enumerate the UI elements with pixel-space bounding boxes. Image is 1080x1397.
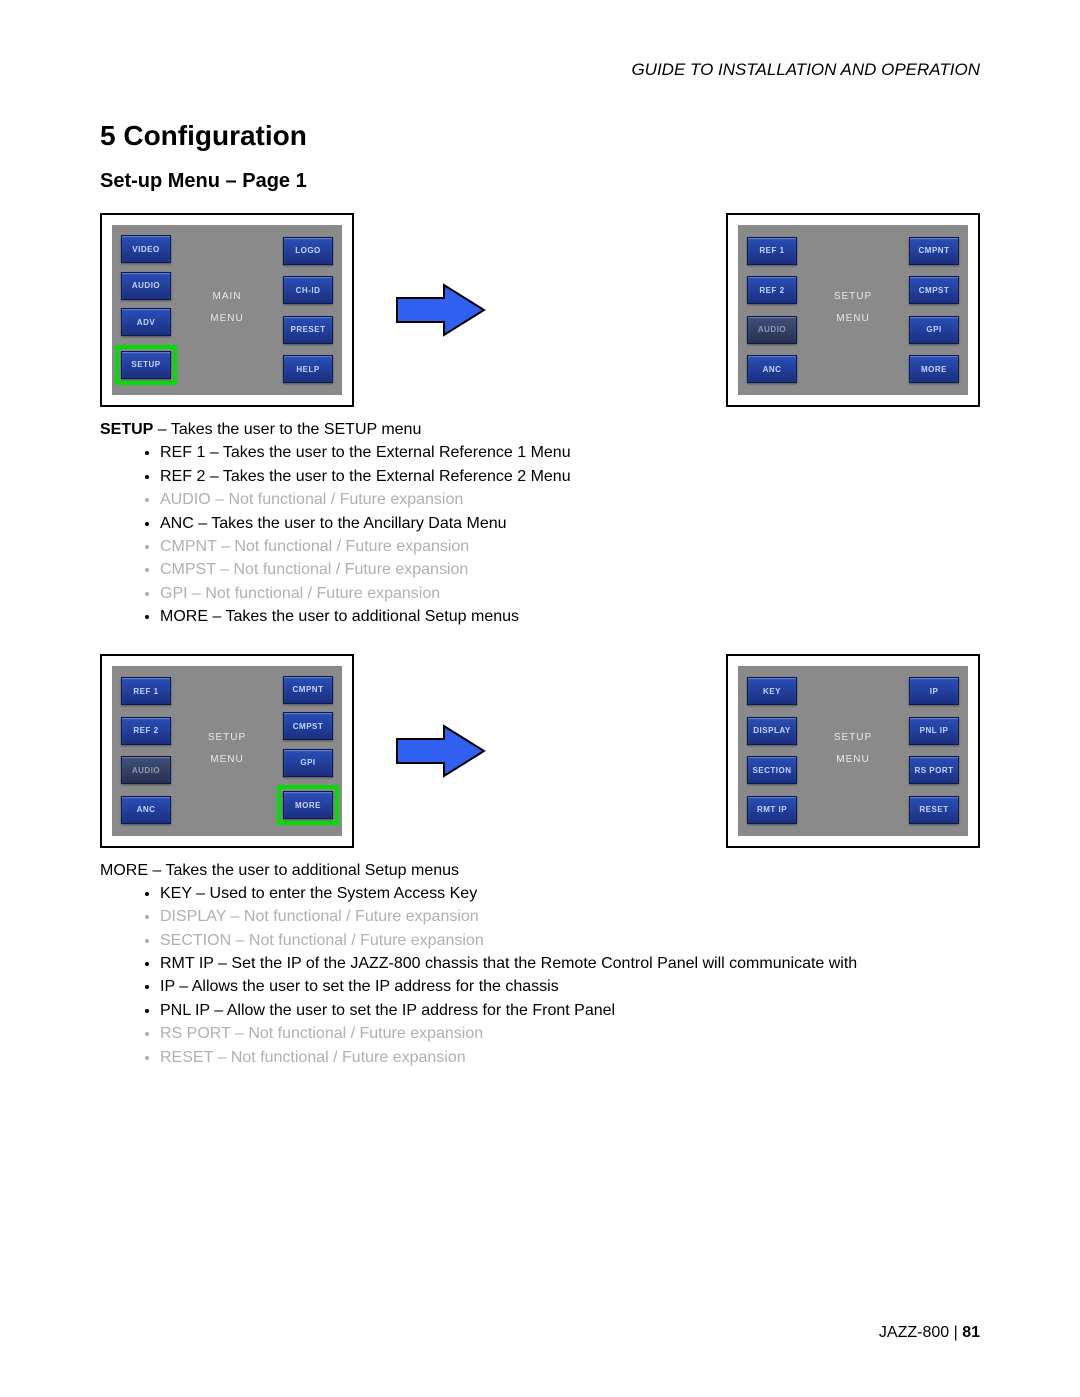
- preset-button[interactable]: PRESET: [283, 316, 333, 344]
- key-button[interactable]: KEY: [747, 677, 797, 705]
- list-item: RESET – Not functional / Future expansio…: [160, 1047, 980, 1069]
- desc-block-1: SETUP – Takes the user to the SETUP menu…: [100, 419, 980, 629]
- panel-2-line2: MENU: [836, 313, 869, 324]
- arrow-icon: [389, 721, 489, 781]
- video-button[interactable]: VIDEO: [121, 235, 171, 263]
- setup-highlight: SETUP: [115, 345, 177, 385]
- desc2-list: KEY – Used to enter the System Access Ke…: [100, 883, 980, 1069]
- desc1-intro-rest: – Takes the user to the SETUP menu: [153, 421, 421, 438]
- footer-product: JAZZ-800 |: [879, 1324, 962, 1341]
- cmpnt2-button[interactable]: CMPNT: [283, 676, 333, 704]
- cmpst-button[interactable]: CMPST: [909, 276, 959, 304]
- panel-1-title: MAIN MENU: [210, 286, 243, 330]
- list-item: REF 1 – Takes the user to the External R…: [160, 442, 980, 464]
- page-header: GUIDE TO INSTALLATION AND OPERATION: [100, 60, 980, 80]
- panel-3-left-col: REF 1 REF 2 AUDIO ANC: [116, 666, 176, 836]
- rsport-button[interactable]: RS PORT: [909, 756, 959, 784]
- arrow-icon: [389, 280, 489, 340]
- list-item: SECTION – Not functional / Future expans…: [160, 930, 980, 952]
- display-button[interactable]: DISPLAY: [747, 717, 797, 745]
- panel-2-frame: REF 1 REF 2 AUDIO ANC SETUP MENU CMPNT C…: [726, 213, 980, 407]
- desc2-intro: MORE – Takes the user to additional Setu…: [100, 860, 980, 882]
- desc-block-2: MORE – Takes the user to additional Setu…: [100, 860, 980, 1070]
- more2-button[interactable]: MORE: [283, 791, 333, 819]
- panel-3-right-col: CMPNT CMPST GPI MORE: [278, 666, 338, 836]
- ref1-button[interactable]: REF 1: [747, 237, 797, 265]
- panel-2-line1: SETUP: [834, 291, 872, 302]
- list-item: RMT IP – Set the IP of the JAZZ-800 chas…: [160, 953, 980, 975]
- panel-4-title: SETUP MENU: [834, 726, 872, 770]
- list-item: AUDIO – Not functional / Future expansio…: [160, 489, 980, 511]
- list-item: RS PORT – Not functional / Future expans…: [160, 1023, 980, 1045]
- panel-3-line2: MENU: [210, 753, 243, 764]
- list-item: CMPNT – Not functional / Future expansio…: [160, 536, 980, 558]
- panel-1-line2: MENU: [210, 313, 243, 324]
- list-item: MORE – Takes the user to additional Setu…: [160, 606, 980, 628]
- audio3-button[interactable]: AUDIO: [121, 756, 171, 784]
- panel-3-line1: SETUP: [208, 731, 246, 742]
- footer-page-number: 81: [962, 1324, 980, 1341]
- cmpnt-button[interactable]: CMPNT: [909, 237, 959, 265]
- list-item: KEY – Used to enter the System Access Ke…: [160, 883, 980, 905]
- panel-2-right-col: CMPNT CMPST GPI MORE: [904, 225, 964, 395]
- ref2b-button[interactable]: REF 2: [121, 717, 171, 745]
- rmtip-button[interactable]: RMT IP: [747, 796, 797, 824]
- more-highlight: MORE: [277, 785, 339, 825]
- gpi-button[interactable]: GPI: [909, 316, 959, 344]
- panel-3: REF 1 REF 2 AUDIO ANC SETUP MENU CMPNT C…: [112, 666, 342, 836]
- list-item: PNL IP – Allow the user to set the IP ad…: [160, 1000, 980, 1022]
- panel-4-left-col: KEY DISPLAY SECTION RMT IP: [742, 666, 802, 836]
- row-1: VIDEO AUDIO ADV SETUP MAIN MENU LOGO CH-…: [100, 213, 980, 407]
- adv-button[interactable]: ADV: [121, 308, 171, 336]
- setup-button[interactable]: SETUP: [121, 351, 171, 379]
- panel-4-line2: MENU: [836, 753, 869, 764]
- ref2-button[interactable]: REF 2: [747, 276, 797, 304]
- panel-3-frame: REF 1 REF 2 AUDIO ANC SETUP MENU CMPNT C…: [100, 654, 354, 848]
- list-item: DISPLAY – Not functional / Future expans…: [160, 906, 980, 928]
- reset-button[interactable]: RESET: [909, 796, 959, 824]
- more-button[interactable]: MORE: [909, 355, 959, 383]
- row-2: REF 1 REF 2 AUDIO ANC SETUP MENU CMPNT C…: [100, 654, 980, 848]
- list-item: ANC – Takes the user to the Ancillary Da…: [160, 513, 980, 535]
- chapter-title: 5 Configuration: [100, 120, 980, 152]
- chid-button[interactable]: CH-ID: [283, 276, 333, 304]
- list-item: CMPST – Not functional / Future expansio…: [160, 559, 980, 581]
- pnlip-button[interactable]: PNL IP: [909, 717, 959, 745]
- list-item: IP – Allows the user to set the IP addre…: [160, 976, 980, 998]
- panel-1: VIDEO AUDIO ADV SETUP MAIN MENU LOGO CH-…: [112, 225, 342, 395]
- ip-button[interactable]: IP: [909, 677, 959, 705]
- panel-1-line1: MAIN: [212, 291, 241, 302]
- arrow-1: [354, 280, 523, 340]
- panel-2-left-col: REF 1 REF 2 AUDIO ANC: [742, 225, 802, 395]
- panel-4-line1: SETUP: [834, 731, 872, 742]
- logo-button[interactable]: LOGO: [283, 237, 333, 265]
- desc1-list: REF 1 – Takes the user to the External R…: [100, 442, 980, 628]
- list-item: REF 2 – Takes the user to the External R…: [160, 466, 980, 488]
- panel-2: REF 1 REF 2 AUDIO ANC SETUP MENU CMPNT C…: [738, 225, 968, 395]
- anc2-button[interactable]: ANC: [121, 796, 171, 824]
- list-item: GPI – Not functional / Future expansion: [160, 583, 980, 605]
- audio-button[interactable]: AUDIO: [121, 272, 171, 300]
- panel-4-frame: KEY DISPLAY SECTION RMT IP SETUP MENU IP…: [726, 654, 980, 848]
- desc1-intro-bold: SETUP: [100, 421, 153, 438]
- desc1-intro: SETUP – Takes the user to the SETUP menu: [100, 419, 980, 441]
- section-title: Set-up Menu – Page 1: [100, 170, 980, 193]
- help-button[interactable]: HELP: [283, 355, 333, 383]
- gpi2-button[interactable]: GPI: [283, 749, 333, 777]
- panel-4-right-col: IP PNL IP RS PORT RESET: [904, 666, 964, 836]
- panel-3-title: SETUP MENU: [208, 726, 246, 770]
- audio2-button[interactable]: AUDIO: [747, 316, 797, 344]
- page-footer: JAZZ-800 | 81: [879, 1324, 980, 1342]
- panel-2-title: SETUP MENU: [834, 286, 872, 330]
- section-button[interactable]: SECTION: [747, 756, 797, 784]
- arrow-2: [354, 721, 523, 781]
- panel-1-right-col: LOGO CH-ID PRESET HELP: [278, 225, 338, 395]
- ref1b-button[interactable]: REF 1: [121, 677, 171, 705]
- panel-4: KEY DISPLAY SECTION RMT IP SETUP MENU IP…: [738, 666, 968, 836]
- anc-button[interactable]: ANC: [747, 355, 797, 383]
- panel-1-frame: VIDEO AUDIO ADV SETUP MAIN MENU LOGO CH-…: [100, 213, 354, 407]
- panel-1-left-col: VIDEO AUDIO ADV SETUP: [116, 225, 176, 395]
- cmpst2-button[interactable]: CMPST: [283, 712, 333, 740]
